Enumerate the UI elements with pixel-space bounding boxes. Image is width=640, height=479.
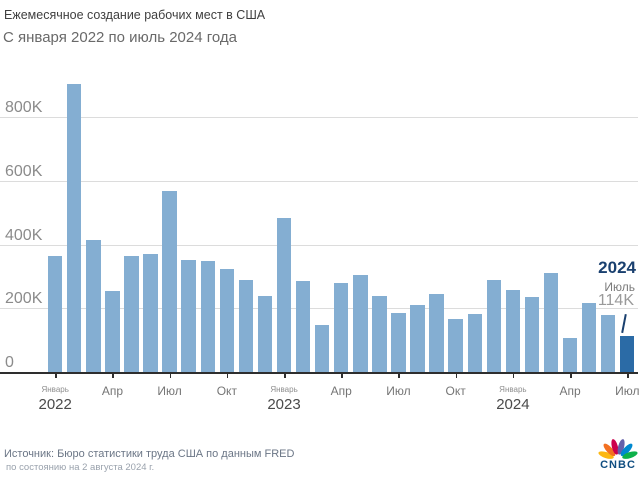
chart-subtitle: С января 2022 по июль 2024 года <box>3 29 238 46</box>
x-axis-tick <box>226 373 229 378</box>
bar-Ноя 2023 <box>467 314 482 372</box>
x-axis-tick <box>169 373 172 378</box>
cnbc-logo-text: CNBC <box>600 459 636 471</box>
bar-Фев 2022 <box>67 84 82 372</box>
x-axis-label: Январь <box>499 385 527 394</box>
bar-Мар 2024 <box>543 273 559 372</box>
source-note: Источник: Бюро статистики труда США по д… <box>4 448 295 460</box>
bar-Сен 2022 <box>200 260 215 372</box>
peacock-icon <box>598 439 638 459</box>
gridline-400K <box>0 244 638 246</box>
x-axis-label: Апр <box>559 384 581 398</box>
bar-Фев 2023 <box>295 280 311 372</box>
y-axis-label: 600K <box>5 162 43 180</box>
annotation-year: 2024 <box>598 258 636 277</box>
bar-Сен 2023 <box>429 293 444 372</box>
bar-Ноя 2022 <box>238 279 254 372</box>
as-of-note: по состоянию на 2 августа 2024 г. <box>6 462 155 473</box>
x-axis-line <box>0 372 638 374</box>
bar-Апр 2024 <box>562 337 578 372</box>
x-axis-year-label: 2022 <box>38 396 72 413</box>
x-axis-year-label: 2023 <box>267 396 301 413</box>
x-axis-label: Июл <box>615 384 640 398</box>
x-axis-tick <box>570 373 572 378</box>
x-axis-label: Апр <box>330 384 352 398</box>
x-axis-tick <box>398 373 400 378</box>
x-axis-label: Январь <box>41 385 69 394</box>
x-axis-label: Июл <box>157 384 182 398</box>
x-axis-label: Окт <box>216 384 237 398</box>
bar-Дек 2022 <box>257 295 273 372</box>
y-axis-label: 400K <box>5 226 43 244</box>
bar-Май 2022 <box>124 256 139 372</box>
annotation-value: 114K <box>597 292 634 309</box>
y-axis-label: 0 <box>5 354 14 371</box>
bar-Дек 2023 <box>486 279 501 372</box>
bar-Окт 2023 <box>448 319 463 372</box>
x-axis-label: Апр <box>101 384 123 398</box>
chart-title: Ежемесячное создание рабочих мест в США <box>4 8 266 22</box>
x-axis-year-label: 2024 <box>496 396 530 413</box>
x-axis-tick <box>112 373 114 378</box>
cnbc-logo: CNBC <box>597 438 639 474</box>
x-axis-tick <box>284 373 286 378</box>
peacock-feather <box>622 451 638 459</box>
gridline-200K <box>0 308 638 310</box>
x-axis-label: Январь <box>270 385 298 394</box>
bar-Авг 2022 <box>181 259 196 372</box>
annotation-month: Июль <box>604 280 635 294</box>
gridline-800K <box>0 117 638 119</box>
gridline-600K <box>0 180 638 182</box>
bar-Янв 2022 <box>48 256 63 372</box>
annotation-leader-line <box>621 314 627 333</box>
bar-Июл 2024 <box>620 335 635 372</box>
bar-Май 2023 <box>353 275 368 372</box>
y-axis-label: 200K <box>5 290 43 308</box>
peacock-feather <box>603 443 616 457</box>
x-axis-tick <box>55 373 57 378</box>
bar-Янв 2024 <box>505 290 521 372</box>
bar-Фев 2024 <box>524 296 540 372</box>
x-axis-label: Окт <box>445 384 466 398</box>
x-axis-tick <box>341 373 343 378</box>
bar-Янв 2023 <box>276 218 292 372</box>
bar-Мар 2022 <box>86 240 101 372</box>
bar-Май 2024 <box>581 303 597 372</box>
bar-Авг 2023 <box>410 305 425 372</box>
x-axis-tick <box>455 373 458 378</box>
bar-Июн 2022 <box>143 254 158 372</box>
x-axis-label: Июл <box>386 384 411 398</box>
peacock-feather <box>620 443 633 457</box>
y-axis-label: 800K <box>5 99 43 117</box>
x-axis-tick <box>627 373 629 378</box>
bar-Мар 2023 <box>314 325 330 372</box>
peacock-feather <box>598 451 614 459</box>
bar-Июл 2023 <box>391 313 406 372</box>
bar-Апр 2023 <box>334 283 349 372</box>
bar-Июл 2022 <box>162 191 177 372</box>
bar-Окт 2022 <box>219 268 235 372</box>
bar-Июн 2023 <box>372 295 387 372</box>
bar-Июн 2024 <box>601 314 616 372</box>
peacock-feather <box>611 439 619 455</box>
bar-Апр 2022 <box>105 291 120 372</box>
x-axis-tick <box>512 373 515 378</box>
